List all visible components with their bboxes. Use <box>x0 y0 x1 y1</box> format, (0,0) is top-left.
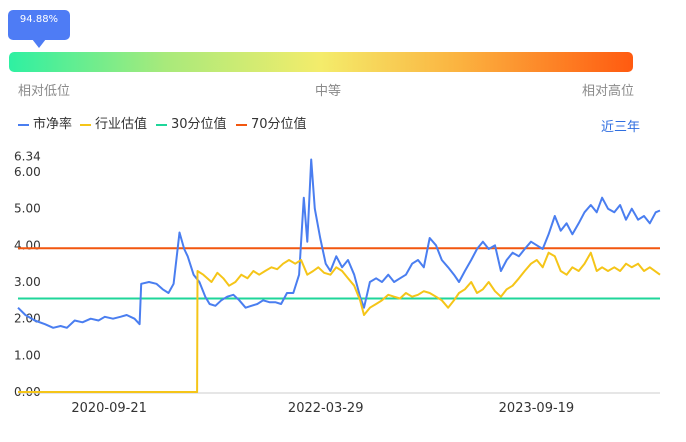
legend-item-p30[interactable]: 30分位值 <box>156 116 227 134</box>
y-tick-label: 5.00 <box>14 202 41 216</box>
legend-swatch-industry <box>80 123 91 126</box>
y-tick-label: 3.00 <box>14 275 41 289</box>
gauge-label-low: 相对低位 <box>18 84 71 99</box>
period-selector-button[interactable]: 近三年 <box>600 120 640 135</box>
y-max-label: 6.34 <box>14 150 41 164</box>
percentile-tooltip: 94.88% <box>8 10 70 48</box>
x-tick-label: 2022-03-29 <box>288 401 364 416</box>
gauge-label-high: 相对高位 <box>582 84 635 99</box>
x-tick-label: 2020-09-21 <box>71 401 147 416</box>
legend-swatch-pb <box>18 123 29 126</box>
legend-item-pb[interactable]: 市净率 <box>18 116 72 134</box>
series-line-industry <box>18 251 661 393</box>
y-tick-label: 1.00 <box>14 348 41 362</box>
chart-legend: 市净率 行业估值 30分位值 70分位值 近三年 <box>0 112 686 138</box>
x-tick-label: 2023-09-19 <box>499 401 575 416</box>
legend-swatch-p70 <box>236 123 247 126</box>
percentile-gauge: 94.88% 相对低位 中等 相对高位 <box>0 0 686 110</box>
legend-item-industry[interactable]: 行业估值 <box>80 116 147 134</box>
pb-line-chart: 0.001.002.003.004.005.006.006.342020-09-… <box>14 150 661 416</box>
y-tick-label: 6.00 <box>14 165 41 179</box>
y-tick-label: 2.00 <box>14 312 41 326</box>
legend-item-p70[interactable]: 70分位值 <box>236 116 307 134</box>
legend-label-p30: 30分位值 <box>171 117 227 132</box>
legend-label-industry: 行业估值 <box>95 117 148 132</box>
gauge-label-mid: 中等 <box>315 84 342 99</box>
percentile-value: 94.88% <box>19 14 59 25</box>
gauge-gradient-bar <box>9 52 633 72</box>
tooltip-arrow-icon <box>32 39 46 48</box>
legend-label-pb: 市净率 <box>33 117 73 132</box>
legend-swatch-p30 <box>156 123 167 126</box>
legend-label-p70: 70分位值 <box>251 117 307 132</box>
y-tick-label: 4.00 <box>14 238 41 252</box>
series-line-pb <box>17 158 661 329</box>
